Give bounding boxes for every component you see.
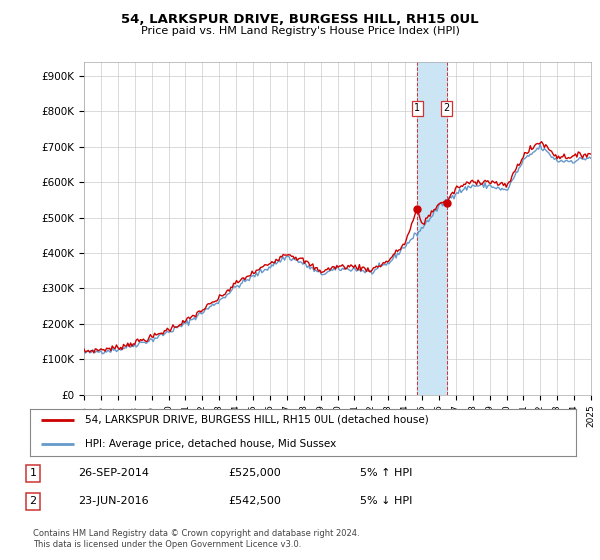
Bar: [418, 62, 447, 395]
Text: Price paid vs. HM Land Registry's House Price Index (HPI): Price paid vs. HM Land Registry's House …: [140, 26, 460, 36]
Text: 26-SEP-2014: 26-SEP-2014: [78, 468, 149, 478]
Text: £525,000: £525,000: [228, 468, 281, 478]
Text: Contains HM Land Registry data © Crown copyright and database right 2024.
This d: Contains HM Land Registry data © Crown c…: [33, 529, 359, 549]
Text: 1: 1: [415, 103, 421, 113]
Text: 23-JUN-2016: 23-JUN-2016: [78, 496, 149, 506]
Text: 54, LARKSPUR DRIVE, BURGESS HILL, RH15 0UL (detached house): 54, LARKSPUR DRIVE, BURGESS HILL, RH15 0…: [85, 415, 428, 424]
Text: HPI: Average price, detached house, Mid Sussex: HPI: Average price, detached house, Mid …: [85, 438, 336, 449]
Text: 5% ↑ HPI: 5% ↑ HPI: [360, 468, 412, 478]
Text: £542,500: £542,500: [228, 496, 281, 506]
Text: 2: 2: [29, 496, 37, 506]
Text: 54, LARKSPUR DRIVE, BURGESS HILL, RH15 0UL: 54, LARKSPUR DRIVE, BURGESS HILL, RH15 0…: [121, 13, 479, 26]
Text: 2: 2: [444, 103, 450, 113]
Text: 5% ↓ HPI: 5% ↓ HPI: [360, 496, 412, 506]
Text: 1: 1: [29, 468, 37, 478]
